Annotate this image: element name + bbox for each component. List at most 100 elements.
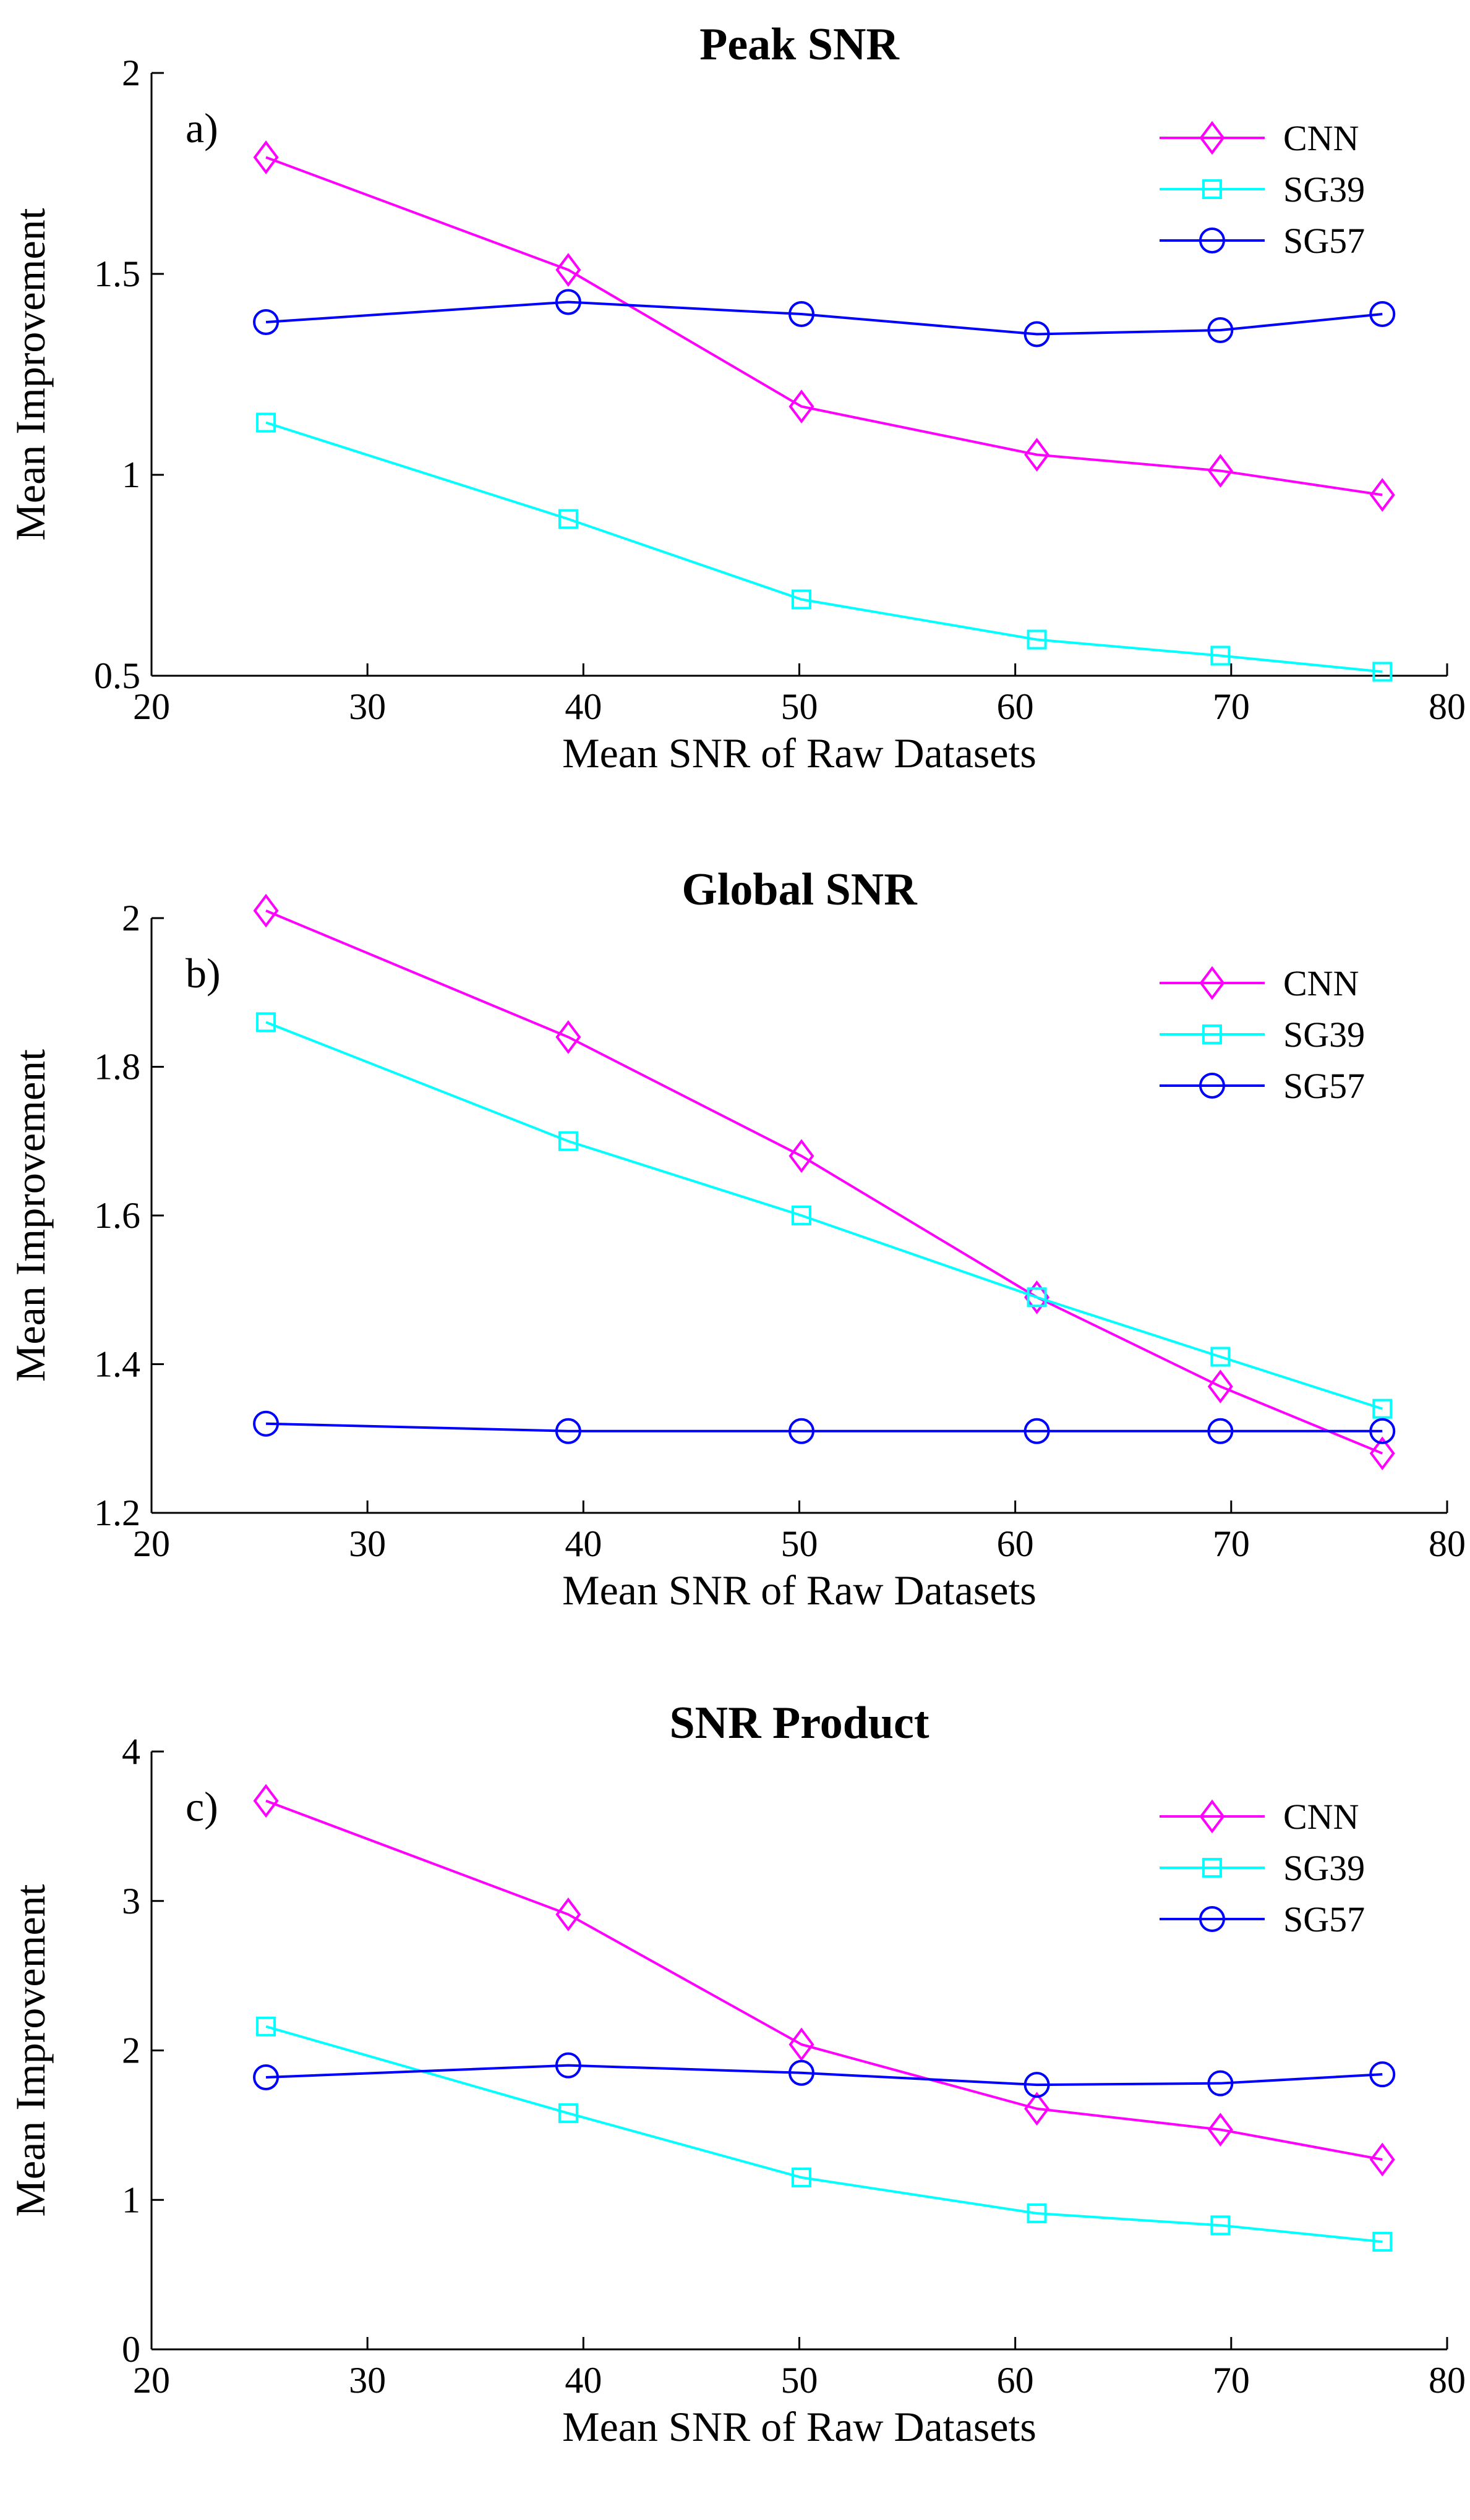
legend-entry: CNN [1160,963,1359,1003]
data-point [1024,2092,1050,2126]
data-point [555,289,581,315]
y-tick-label: 3 [122,1881,140,1922]
data-point [1207,2070,1234,2096]
series-cnn [253,140,1395,512]
series-line [266,1422,1383,1432]
x-tick-label: 60 [997,2360,1034,2401]
x-tick-label: 60 [997,686,1034,727]
data-point [1369,478,1395,512]
data-point [1207,1418,1234,1444]
data-point [1024,438,1050,472]
data-point [558,509,578,529]
data-point [791,2167,811,2187]
series-sg39 [256,2016,1393,2252]
y-tick-label: 1 [122,2179,140,2220]
data-point [1023,321,1050,347]
legend-label: SG57 [1283,221,1365,261]
data-point [791,589,811,610]
legend-entry: SG57 [1160,1899,1365,1939]
data-point [788,1418,814,1444]
legend-entry: CNN [1160,1797,1359,1837]
legend-label: CNN [1283,118,1359,158]
data-point [1369,2061,1396,2088]
legend-marker [1202,179,1222,199]
data-point [1207,1369,1233,1403]
x-tick-label: 50 [781,686,818,727]
x-tick-label: 30 [349,1523,386,1564]
chart-title: Peak SNR [699,19,900,70]
y-tick-label: 4 [122,1731,140,1772]
legend: CNN SG39 SG57 [1160,1797,1365,1939]
data-point [253,1410,280,1437]
x-tick-label: 20 [133,1523,170,1564]
data-point [253,2064,280,2091]
y-tick-label: 1 [122,454,140,495]
data-point [253,140,279,174]
legend-entry: SG57 [1160,1066,1365,1106]
y-tick-label: 2 [122,2030,140,2071]
legend-marker [1199,1906,1225,1932]
data-point [555,1418,581,1444]
y-tick-label: 2 [122,898,140,939]
data-point [1210,2215,1231,2236]
legend-label: CNN [1283,963,1359,1003]
legend-label: SG57 [1283,1899,1365,1939]
data-point [1207,317,1234,343]
legend-entry: SG57 [1160,221,1365,261]
legend-marker [1199,966,1225,1000]
legend-label: SG57 [1283,1066,1365,1106]
data-point [1210,1347,1231,1367]
y-tick-label: 0 [122,2329,140,2370]
x-axis-label: Mean SNR of Raw Datasets [562,1567,1036,1614]
data-point [1369,1436,1395,1471]
data-point [558,2103,578,2124]
data-point [555,2052,581,2079]
series-sg57 [253,289,1396,347]
series-line [265,1799,1383,2161]
x-tick-label: 30 [349,686,386,727]
legend-label: SG39 [1283,1015,1365,1055]
legend-entry: SG39 [1160,1848,1365,1888]
series-line [265,2064,1383,2087]
legend-entry: SG39 [1160,1015,1365,1055]
data-point [788,1139,814,1173]
legend-marker [1199,121,1225,155]
data-point [1027,629,1047,650]
x-tick-label: 40 [565,686,602,727]
legend-marker [1199,228,1225,253]
data-point [788,2027,814,2062]
data-point [555,253,581,287]
chart-panel-1: 20 30 40 50 60 70 80 0.5 1 1.5 2 Peak SNR Mean SNR o… [7,19,1466,777]
x-tick-label: 40 [565,1523,602,1564]
data-point [1369,301,1396,327]
data-point [555,1020,581,1054]
x-tick-label: 60 [997,1523,1034,1564]
data-point [1372,662,1393,682]
series-line [265,1021,1383,1410]
series-sg57 [253,1410,1396,1444]
panel-label: a) [186,104,218,151]
y-tick-label: 1.2 [94,1492,140,1533]
x-tick-label: 50 [781,1523,818,1564]
legend-entry: SG39 [1160,169,1365,210]
y-axis-label: Mean Improvement [7,1049,54,1382]
series-sg57 [253,2052,1396,2098]
data-point [1027,1287,1047,1308]
x-tick-label: 30 [349,2360,386,2401]
panel-label: c) [186,1783,218,1830]
data-point [253,1784,279,1818]
data-point [1023,2072,1050,2098]
x-tick-label: 80 [1429,686,1466,727]
legend-entry: CNN [1160,118,1359,158]
y-axis-label: Mean Improvement [7,1884,54,2216]
x-tick-label: 20 [133,686,170,727]
data-point [1207,454,1233,488]
legend-marker [1202,1858,1222,1878]
data-point [558,1131,578,1151]
data-point [1369,1418,1396,1444]
series-sg39 [256,412,1393,682]
data-point [788,389,814,424]
series-sg39 [256,1012,1393,1419]
